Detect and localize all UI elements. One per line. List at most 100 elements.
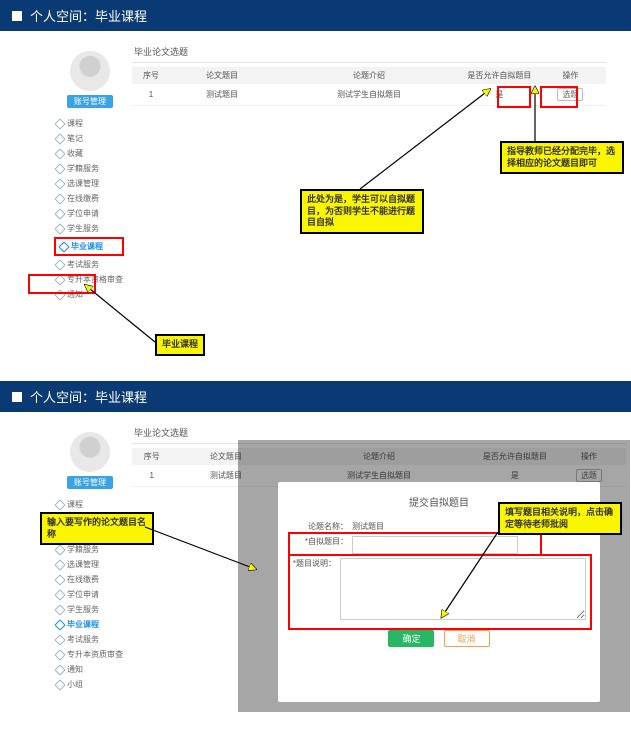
diamond-icon bbox=[54, 679, 65, 690]
value-topic-name: 测试题目 bbox=[352, 521, 384, 532]
sidebar-item-label: 考试服务 bbox=[67, 259, 99, 270]
confirm-button[interactable]: 确定 bbox=[388, 630, 434, 647]
cell-seq: 1 bbox=[132, 465, 172, 487]
red-highlight-op-button bbox=[540, 86, 578, 108]
sidebar-item[interactable]: 毕业课程 bbox=[58, 239, 120, 254]
sidebar-item-label: 收藏 bbox=[67, 148, 83, 159]
th-seq: 序号 bbox=[132, 448, 172, 465]
diamond-icon bbox=[54, 634, 65, 645]
sidebar-item[interactable]: 课程 bbox=[54, 116, 126, 131]
diamond-icon bbox=[54, 193, 65, 204]
diamond-icon bbox=[54, 259, 65, 270]
sidebar-item-label: 选课管理 bbox=[67, 559, 99, 570]
diamond-icon bbox=[58, 241, 69, 252]
table-row: 1 测试题目 测试学生自拟题目 是 选题 bbox=[132, 84, 606, 106]
sidebar-item-label: 学籍服务 bbox=[67, 544, 99, 555]
sidebar-item-label: 笔记 bbox=[67, 133, 83, 144]
topic-table-1: 序号 论文题目 论题介绍 是否允许自拟题目 操作 1 测试题目 测试学生自拟题目… bbox=[132, 67, 606, 106]
sidebar-item-label: 通知 bbox=[67, 664, 83, 675]
sidebar-item-label: 毕业课程 bbox=[71, 241, 103, 252]
account-manage-button[interactable]: 账号管理 bbox=[67, 476, 113, 489]
diamond-icon bbox=[54, 223, 65, 234]
cancel-button[interactable]: 取消 bbox=[444, 630, 490, 647]
callout-right-2: 填写题目相关说明，点击确定等待老师批阅 bbox=[498, 502, 622, 535]
sidebar-item[interactable]: 学位申请 bbox=[54, 206, 126, 221]
diamond-icon bbox=[54, 664, 65, 675]
diamond-icon bbox=[54, 178, 65, 189]
diamond-icon bbox=[54, 163, 65, 174]
sidebar-item[interactable]: 课程 bbox=[54, 497, 126, 512]
sidebar-1: 账号管理 课程笔记收藏学籍服务选课管理在线缴费学位申请学生服务毕业课程考试服务专… bbox=[50, 41, 128, 291]
diamond-icon bbox=[54, 499, 65, 510]
sidebar-item-label: 学位申请 bbox=[67, 208, 99, 219]
label-topic-name: 论题名称： bbox=[292, 521, 352, 532]
red-highlight-self-column bbox=[497, 86, 531, 108]
section-header-2: 个人空间：毕业课程 bbox=[0, 381, 631, 412]
sidebar-item[interactable]: 学生服务 bbox=[54, 602, 126, 617]
sidebar-item[interactable]: 学位申请 bbox=[54, 587, 126, 602]
sidebar-2: 账号管理 课程笔记收藏学籍服务选课管理在线缴费学位申请学生服务毕业课程考试服务专… bbox=[50, 422, 128, 712]
main-content-2: 毕业论文选题 序号 论文题目 论题介绍 是否允许自拟题目 操作 1 测试题目 测… bbox=[128, 422, 630, 712]
sidebar-item[interactable]: 收藏 bbox=[54, 146, 126, 161]
sidebar-item[interactable]: 在线缴费 bbox=[54, 572, 126, 587]
red-highlight-desc-row bbox=[288, 554, 592, 630]
sidebar-item[interactable]: 毕业课程 bbox=[54, 617, 126, 632]
sidebar-item-label: 专升本资质审查 bbox=[67, 649, 123, 660]
callout-bottom-1: 毕业课程 bbox=[155, 334, 205, 356]
section-title-1: 个人空间：毕业课程 bbox=[30, 6, 147, 25]
sidebar-item-label: 课程 bbox=[67, 118, 83, 129]
red-highlight-self-topic-row bbox=[288, 532, 542, 556]
diamond-icon bbox=[54, 649, 65, 660]
sidebar-item-label: 学籍服务 bbox=[67, 163, 99, 174]
sidebar-item[interactable]: 选课管理 bbox=[54, 557, 126, 572]
cell-title: 测试题目 bbox=[170, 84, 274, 106]
sidebar-item[interactable]: 笔记 bbox=[54, 131, 126, 146]
sidebar-item[interactable]: 学籍服务 bbox=[54, 161, 126, 176]
cell-seq: 1 bbox=[132, 84, 170, 106]
sidebar-item-label: 考试服务 bbox=[67, 634, 99, 645]
section-header-1: 个人空间：毕业课程 bbox=[0, 0, 631, 31]
sidebar-item[interactable]: 在线缴费 bbox=[54, 191, 126, 206]
diamond-icon bbox=[54, 574, 65, 585]
th-op: 操作 bbox=[535, 67, 606, 84]
sidebar-item-label: 选课管理 bbox=[67, 178, 99, 189]
sidebar-item[interactable]: 通知 bbox=[54, 662, 126, 677]
sidebar-item[interactable]: 考试服务 bbox=[54, 632, 126, 647]
breadcrumb-1: 毕业论文选题 bbox=[132, 43, 606, 63]
diamond-icon bbox=[54, 148, 65, 159]
diamond-icon bbox=[54, 544, 65, 555]
sidebar-item[interactable]: 学生服务 bbox=[54, 221, 126, 236]
avatar bbox=[70, 51, 110, 91]
th-seq: 序号 bbox=[132, 67, 170, 84]
diamond-icon bbox=[54, 619, 65, 630]
sidebar-item-label: 课程 bbox=[67, 499, 83, 510]
sidebar-item[interactable]: 小组 bbox=[54, 677, 126, 692]
sidebar-item-label: 在线缴费 bbox=[67, 193, 99, 204]
sidebar-item[interactable]: 考试服务 bbox=[54, 257, 126, 272]
section-title-2: 个人空间：毕业课程 bbox=[30, 387, 147, 406]
account-manage-button[interactable]: 账号管理 bbox=[67, 95, 113, 108]
diamond-icon bbox=[54, 559, 65, 570]
diamond-icon bbox=[54, 208, 65, 219]
th-intro: 论题介绍 bbox=[274, 67, 464, 84]
cell-intro: 测试学生自拟题目 bbox=[274, 84, 464, 106]
th-self: 是否允许自拟题目 bbox=[464, 67, 535, 84]
diamond-icon bbox=[54, 589, 65, 600]
diamond-icon bbox=[54, 118, 65, 129]
red-highlight-sidebar-item bbox=[28, 274, 96, 294]
header-square-icon bbox=[12, 392, 22, 402]
callout-center-1: 此处为是，学生可以自拟题目，为否则学生不能进行题目自拟 bbox=[300, 189, 424, 234]
sidebar-item-label: 在线缴费 bbox=[67, 574, 99, 585]
avatar bbox=[70, 432, 110, 472]
sidebar-item[interactable]: 选课管理 bbox=[54, 176, 126, 191]
sidebar-item-label: 毕业课程 bbox=[67, 619, 99, 630]
diamond-icon bbox=[54, 133, 65, 144]
sidebar-item-label: 学生服务 bbox=[67, 604, 99, 615]
sidebar-item-label: 学位申请 bbox=[67, 589, 99, 600]
sidebar-item[interactable]: 专升本资质审查 bbox=[54, 647, 126, 662]
sidebar-item-label: 小组 bbox=[67, 679, 83, 690]
header-square-icon bbox=[12, 11, 22, 21]
diamond-icon bbox=[54, 604, 65, 615]
sidebar-item-label: 学生服务 bbox=[67, 223, 99, 234]
th-title: 论文题目 bbox=[170, 67, 274, 84]
